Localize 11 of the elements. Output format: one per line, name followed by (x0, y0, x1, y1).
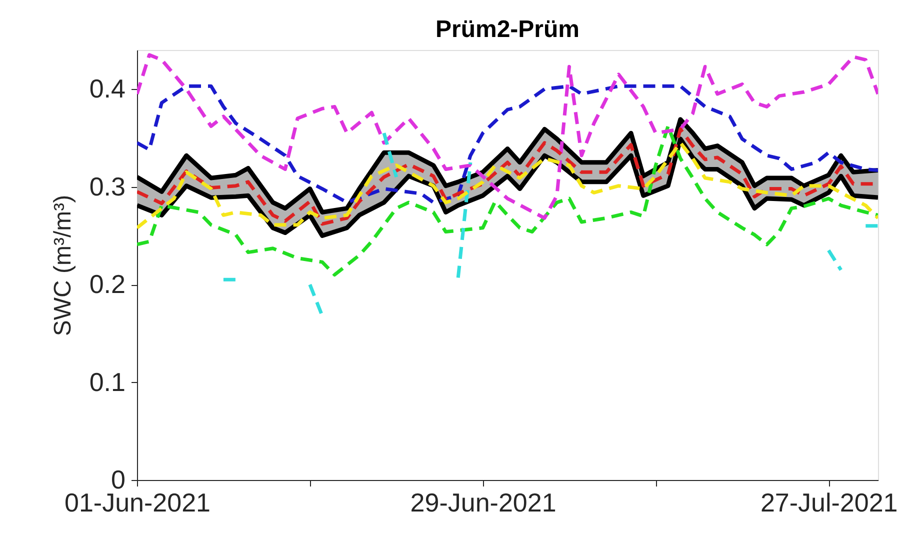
y-tick-label: 0.1 (89, 366, 126, 397)
chart-title: Prüm2-Prüm (435, 16, 580, 43)
line-series (137, 84, 878, 204)
line-series (137, 53, 878, 220)
y-tick-label: 0.4 (89, 74, 126, 104)
y-tick-label: 0.2 (89, 269, 126, 300)
x-tick-label: 29-Jun-2021 (410, 488, 556, 518)
line-series (137, 124, 878, 277)
y-tick-label: 0.3 (89, 171, 126, 202)
x-tick-label: 27-Jul-2021 (760, 488, 898, 518)
y-axis-title: SWC (m³/m³) (49, 194, 76, 336)
